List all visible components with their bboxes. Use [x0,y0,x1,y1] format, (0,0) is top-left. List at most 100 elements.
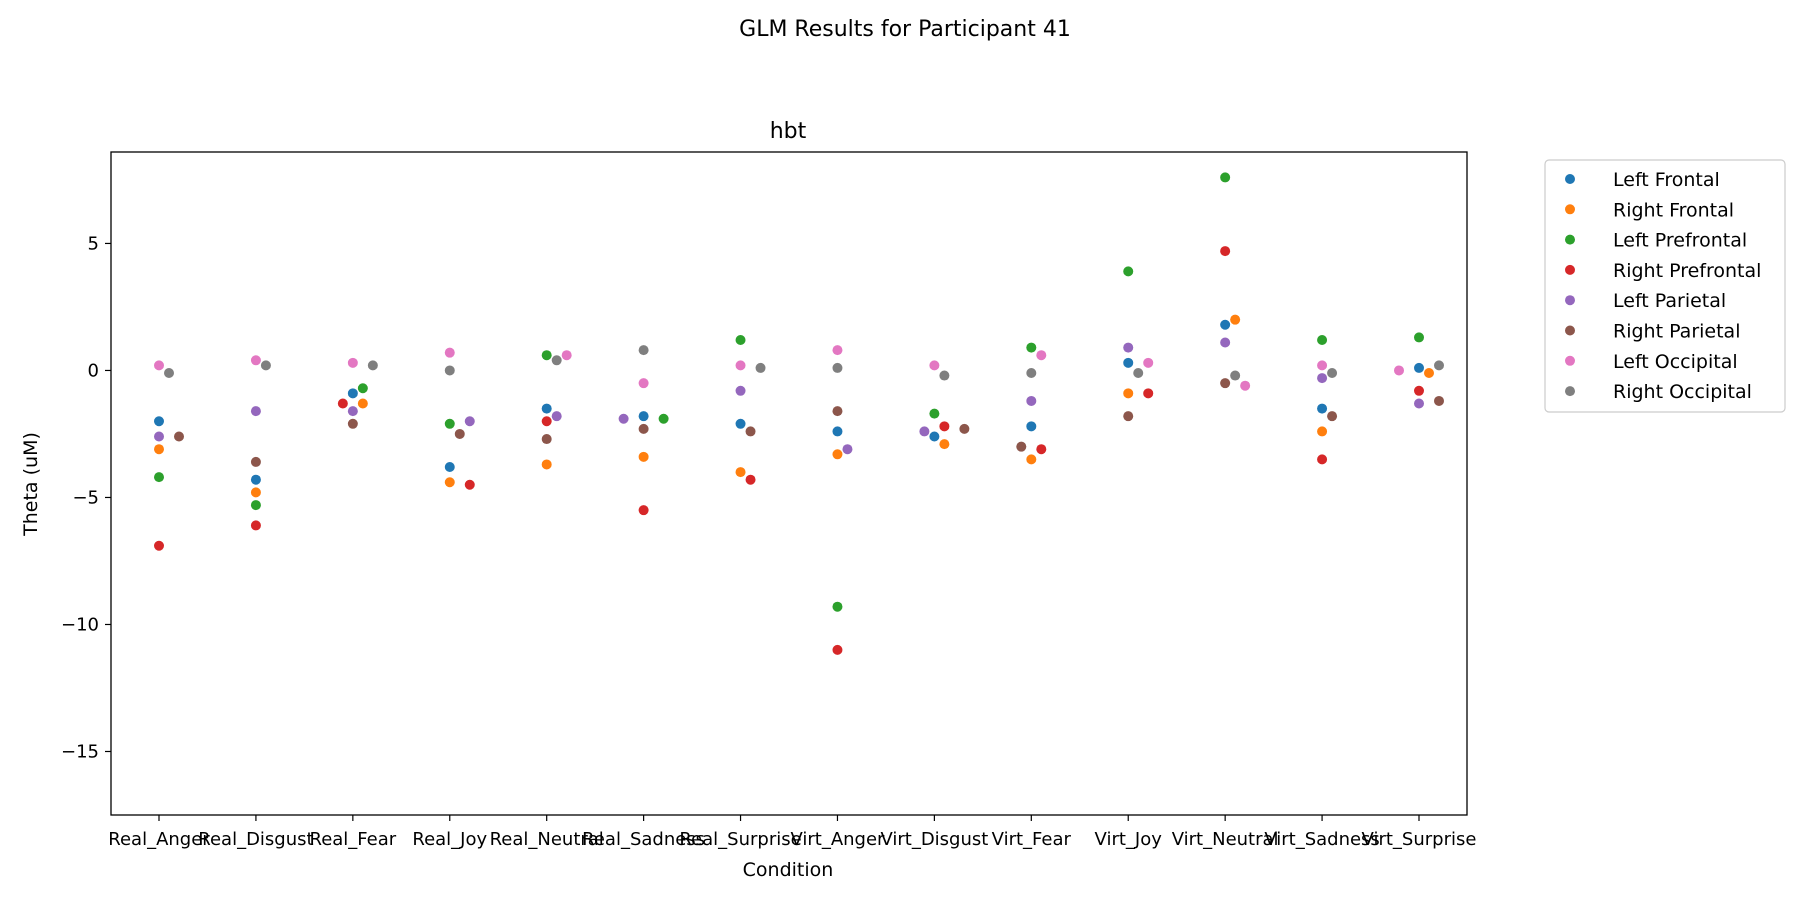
y-tick-label: −15 [61,741,99,762]
x-tick-label: Virt_Neutral [1172,829,1279,850]
data-point [1036,444,1047,455]
data-point [1434,395,1444,406]
legend-marker [1565,204,1575,215]
legend-entry: Left Prefrontal [1613,230,1747,252]
data-point [929,431,940,442]
data-point [444,461,455,472]
x-tick-label: Virt_Sadness [1264,829,1380,850]
data-point [250,355,261,366]
data-point [1394,365,1404,376]
data-point [154,472,164,483]
data-point [745,474,756,485]
data-point [454,428,465,439]
x-tick-label: Real_Anger [108,829,210,850]
x-tick-label: Real_Sadness [582,829,705,850]
legend-marker [1565,264,1575,275]
data-point [1434,360,1444,371]
data-point [1317,426,1328,437]
data-point [1220,319,1231,330]
legend-entry: Left Parietal [1613,290,1726,312]
data-point [250,487,261,498]
legend-entry: Right Frontal [1613,199,1734,221]
data-point [1230,314,1241,325]
data-point [929,408,940,419]
data-point [1317,360,1328,371]
data-point [347,418,358,429]
data-point [250,520,261,531]
data-point [154,360,164,371]
data-point [444,365,455,376]
y-tick-label: 0 [88,360,99,381]
data-point [250,406,261,417]
data-point [755,362,766,373]
data-point [260,360,271,371]
legend: Left Frontal Right Frontal Left Prefrontal… [1544,159,1786,413]
data-point [464,416,475,427]
data-point [832,644,843,655]
data-point [1327,411,1338,422]
data-point [337,398,348,409]
data-point [1123,411,1134,422]
data-point [832,362,843,373]
data-point [1123,266,1134,277]
data-point [842,444,853,455]
x-tick-label: Virt_Anger [790,829,885,850]
data-point [638,505,649,516]
data-point [1317,334,1328,345]
legend-frame [1544,159,1786,413]
data-point [939,370,950,381]
data-point [541,434,552,445]
data-point [174,431,184,442]
data-point [735,334,746,345]
legend-entry: Right Parietal [1613,321,1740,343]
data-point [1123,388,1134,399]
x-tick-label: Virt_Joy [1095,829,1163,850]
data-point [541,459,552,470]
data-point [1036,350,1047,361]
data-point [551,355,562,366]
data-point [1230,370,1241,381]
x-tick-label: Virt_Disgust [880,829,988,850]
data-point [658,413,669,424]
data-point [1317,373,1328,384]
data-point [832,345,843,356]
x-tick-label: Real_Fear [310,829,397,850]
data-point [1143,388,1154,399]
data-point [959,423,970,434]
data-point [154,540,164,551]
data-point [444,418,455,429]
data-point [1414,385,1424,396]
data-point [919,426,930,437]
data-point [357,398,368,409]
y-axis-label: Theta (uM) [20,432,42,537]
axes-frame [110,151,1468,816]
legend-marker [1565,386,1575,397]
data-point [1016,441,1027,452]
data-point [1424,368,1434,378]
legend-entry: Left Occipital [1613,351,1738,373]
x-tick-label: Virt_Surprise [1362,829,1477,850]
legend-marker [1565,325,1575,336]
data-point [832,601,843,612]
y-tick-label: −10 [61,614,99,635]
data-point [832,406,843,417]
data-point [367,360,378,371]
data-point [154,416,164,427]
data-point [1026,342,1037,353]
data-point [164,368,174,378]
legend-entry: Right Prefrontal [1613,260,1761,282]
legend-marker [1565,174,1575,184]
data-point [541,416,552,427]
data-point [638,411,649,422]
data-point [1123,342,1134,353]
x-tick-label: Real_Neutral [490,829,604,850]
data-point [1143,357,1154,368]
data-point [735,418,746,429]
data-point [1123,357,1134,368]
data-point [250,456,261,467]
data-point [541,403,552,414]
data-point [1317,403,1328,414]
legend-marker [1565,234,1575,245]
